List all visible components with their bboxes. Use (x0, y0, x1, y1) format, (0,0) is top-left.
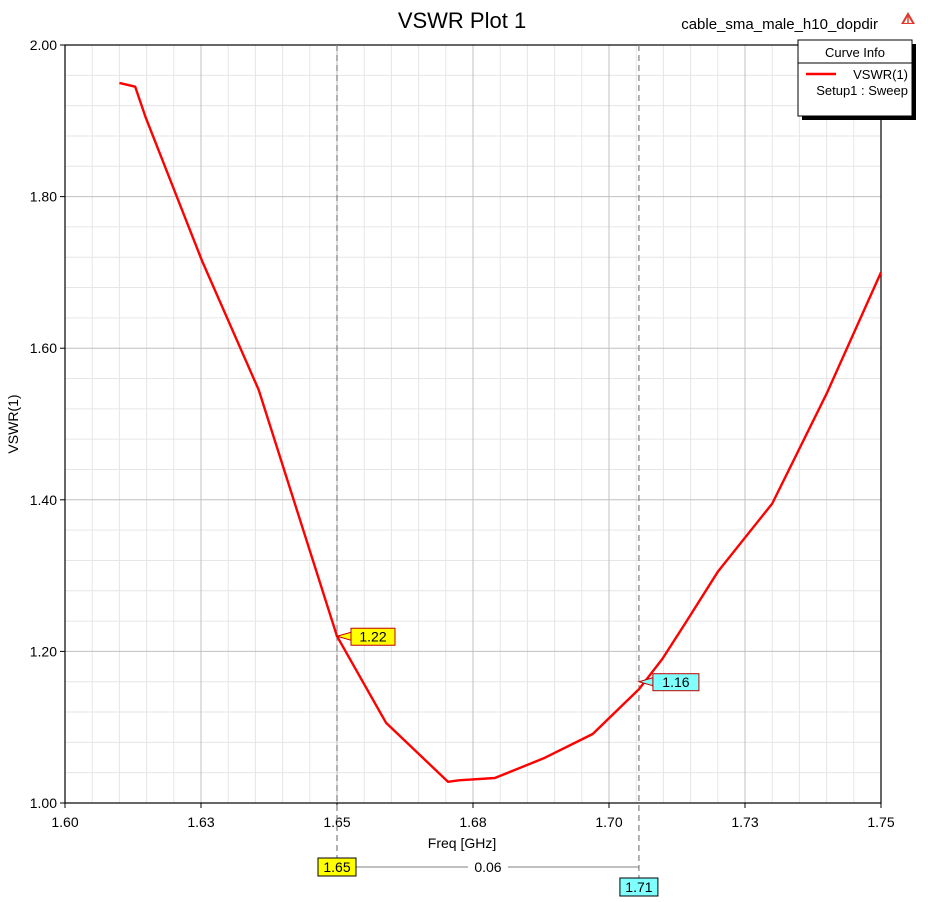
legend-box (797, 39, 913, 117)
marker-m2-x-label: 1.71 (619, 877, 659, 897)
delta-annotation: 0.06 (356, 859, 639, 875)
x-axis-ticks: 1.60 1.63 1.65 1.68 1.70 1.73 1.75 (51, 803, 895, 830)
svg-text:1.71: 1.71 (625, 879, 652, 895)
series-vswr-1-line (119, 81, 883, 783)
x-tick-label: 1.70 (595, 814, 622, 830)
svg-text:1.16: 1.16 (662, 674, 689, 690)
legend[interactable]: Curve Info VSWR(1) Setup1 : Sweep (797, 39, 916, 120)
x-tick-label: 1.60 (51, 814, 78, 830)
ansys-logo-icon (901, 12, 915, 24)
y-tick-label: 2.00 (30, 37, 57, 53)
x-tick-label: 1.63 (187, 814, 214, 830)
x-axis-label: Freq [GHz] (428, 835, 496, 851)
marker-m2-value-label: 1.16 (637, 673, 700, 692)
legend-heading: Curve Info (825, 45, 885, 60)
svg-text:1.22: 1.22 (359, 629, 386, 645)
marker-m1-value-label: 1.22 (335, 627, 396, 646)
x-tick-label: 1.73 (731, 814, 758, 830)
delta-value: 0.06 (474, 859, 501, 875)
x-tick-label: 1.68 (459, 814, 486, 830)
legend-entry-name: VSWR(1) (853, 67, 908, 82)
y-axis-ticks: 1.00 1.20 1.40 1.60 1.80 2.00 (30, 37, 65, 811)
design-name: cable_sma_male_h10_dopdir (681, 16, 878, 33)
y-tick-label: 1.20 (30, 643, 57, 659)
chart-title: VSWR Plot 1 (398, 8, 526, 33)
y-tick-label: 1.00 (30, 795, 57, 811)
y-axis-label: VSWR(1) (5, 394, 21, 453)
x-tick-label: 1.75 (867, 814, 894, 830)
major-grid (64, 44, 882, 804)
y-tick-label: 1.40 (30, 492, 57, 508)
y-tick-label: 1.60 (30, 340, 57, 356)
marker-m1-x-label: 1.65 (317, 857, 357, 877)
svg-text:1.65: 1.65 (323, 859, 350, 875)
x-tick-label: 1.65 (323, 814, 350, 830)
legend-entry-sub: Setup1 : Sweep (816, 83, 908, 98)
y-tick-label: 1.80 (30, 189, 57, 205)
